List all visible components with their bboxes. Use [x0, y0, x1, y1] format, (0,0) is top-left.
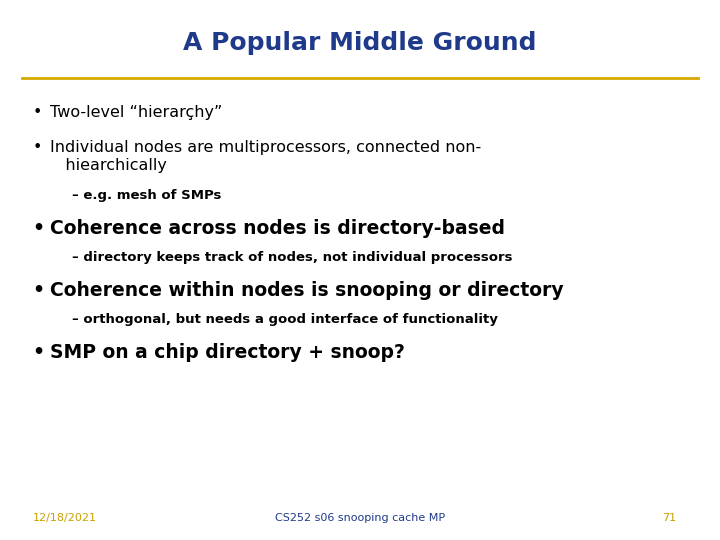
Text: Individual nodes are multiprocessors, connected non-
   hiearchically: Individual nodes are multiprocessors, co… [50, 140, 482, 173]
Text: •: • [32, 140, 42, 156]
Text: – e.g. mesh of SMPs: – e.g. mesh of SMPs [72, 189, 221, 202]
Text: •: • [32, 281, 45, 300]
Text: – orthogonal, but needs a good interface of functionality: – orthogonal, but needs a good interface… [72, 313, 498, 326]
Text: Two-level “hierarçhy”: Two-level “hierarçhy” [50, 105, 222, 120]
Text: 12/18/2021: 12/18/2021 [33, 514, 96, 523]
Text: •: • [32, 343, 45, 362]
Text: •: • [32, 105, 42, 120]
Text: A Popular Middle Ground: A Popular Middle Ground [184, 31, 536, 55]
Text: •: • [32, 219, 45, 238]
Text: Coherence across nodes is directory-based: Coherence across nodes is directory-base… [50, 219, 505, 238]
Text: CS252 s06 snooping cache MP: CS252 s06 snooping cache MP [275, 514, 445, 523]
Text: – directory keeps track of nodes, not individual processors: – directory keeps track of nodes, not in… [72, 251, 513, 264]
Text: 71: 71 [662, 514, 677, 523]
Text: SMP on a chip directory + snoop?: SMP on a chip directory + snoop? [50, 343, 405, 362]
Text: Coherence within nodes is snooping or directory: Coherence within nodes is snooping or di… [50, 281, 564, 300]
